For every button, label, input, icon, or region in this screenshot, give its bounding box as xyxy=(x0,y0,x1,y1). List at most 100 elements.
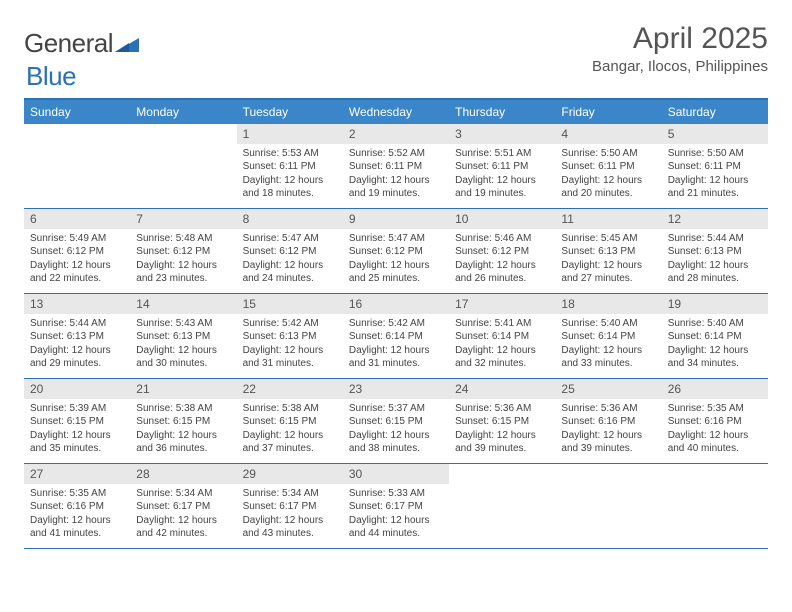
sunrise-line: Sunrise: 5:35 AM xyxy=(668,402,762,416)
day-number: 26 xyxy=(662,379,768,399)
sunset-line: Sunset: 6:13 PM xyxy=(136,330,230,344)
daylight-line: Daylight: 12 hours and 39 minutes. xyxy=(561,429,655,456)
day-cell: 24Sunrise: 5:36 AMSunset: 6:15 PMDayligh… xyxy=(449,379,555,463)
day-body: Sunrise: 5:45 AMSunset: 6:13 PMDaylight:… xyxy=(555,229,661,292)
sunrise-line: Sunrise: 5:53 AM xyxy=(243,147,337,161)
dow-cell: Wednesday xyxy=(343,100,449,124)
day-cell: 20Sunrise: 5:39 AMSunset: 6:15 PMDayligh… xyxy=(24,379,130,463)
daylight-line: Daylight: 12 hours and 29 minutes. xyxy=(30,344,124,371)
day-cell: 8Sunrise: 5:47 AMSunset: 6:12 PMDaylight… xyxy=(237,209,343,293)
logo-part1: General xyxy=(24,28,113,58)
day-body: Sunrise: 5:40 AMSunset: 6:14 PMDaylight:… xyxy=(662,314,768,377)
logo-part2: Blue xyxy=(26,61,76,91)
daylight-line: Daylight: 12 hours and 33 minutes. xyxy=(561,344,655,371)
sunrise-line: Sunrise: 5:40 AM xyxy=(668,317,762,331)
sunset-line: Sunset: 6:11 PM xyxy=(561,160,655,174)
daylight-line: Daylight: 12 hours and 18 minutes. xyxy=(243,174,337,201)
sunrise-line: Sunrise: 5:37 AM xyxy=(349,402,443,416)
day-body: Sunrise: 5:47 AMSunset: 6:12 PMDaylight:… xyxy=(343,229,449,292)
sunset-line: Sunset: 6:15 PM xyxy=(136,415,230,429)
sunset-line: Sunset: 6:14 PM xyxy=(349,330,443,344)
daylight-line: Daylight: 12 hours and 23 minutes. xyxy=(136,259,230,286)
sunrise-line: Sunrise: 5:38 AM xyxy=(243,402,337,416)
day-cell: 2Sunrise: 5:52 AMSunset: 6:11 PMDaylight… xyxy=(343,124,449,208)
sunset-line: Sunset: 6:13 PM xyxy=(561,245,655,259)
sunset-line: Sunset: 6:11 PM xyxy=(349,160,443,174)
month-title: April 2025 xyxy=(592,22,768,56)
day-cell: 1Sunrise: 5:53 AMSunset: 6:11 PMDaylight… xyxy=(237,124,343,208)
day-cell: 15Sunrise: 5:42 AMSunset: 6:13 PMDayligh… xyxy=(237,294,343,378)
day-body: Sunrise: 5:44 AMSunset: 6:13 PMDaylight:… xyxy=(24,314,130,377)
day-number: 30 xyxy=(343,464,449,484)
sunrise-line: Sunrise: 5:47 AM xyxy=(243,232,337,246)
day-cell: 16Sunrise: 5:42 AMSunset: 6:14 PMDayligh… xyxy=(343,294,449,378)
day-cell: 5Sunrise: 5:50 AMSunset: 6:11 PMDaylight… xyxy=(662,124,768,208)
logo: GeneralBlue xyxy=(24,28,141,92)
dow-cell: Saturday xyxy=(662,100,768,124)
day-number: 18 xyxy=(555,294,661,314)
day-number: 7 xyxy=(130,209,236,229)
day-cell: . xyxy=(449,464,555,548)
daylight-line: Daylight: 12 hours and 34 minutes. xyxy=(668,344,762,371)
sunset-line: Sunset: 6:16 PM xyxy=(30,500,124,514)
week-row: 13Sunrise: 5:44 AMSunset: 6:13 PMDayligh… xyxy=(24,294,768,379)
day-cell: 25Sunrise: 5:36 AMSunset: 6:16 PMDayligh… xyxy=(555,379,661,463)
daylight-line: Daylight: 12 hours and 38 minutes. xyxy=(349,429,443,456)
day-cell: 27Sunrise: 5:35 AMSunset: 6:16 PMDayligh… xyxy=(24,464,130,548)
sunset-line: Sunset: 6:15 PM xyxy=(243,415,337,429)
day-body: Sunrise: 5:34 AMSunset: 6:17 PMDaylight:… xyxy=(237,484,343,547)
daylight-line: Daylight: 12 hours and 37 minutes. xyxy=(243,429,337,456)
day-body: Sunrise: 5:38 AMSunset: 6:15 PMDaylight:… xyxy=(237,399,343,462)
day-body: Sunrise: 5:52 AMSunset: 6:11 PMDaylight:… xyxy=(343,144,449,207)
day-number: 23 xyxy=(343,379,449,399)
daylight-line: Daylight: 12 hours and 32 minutes. xyxy=(455,344,549,371)
day-number: 14 xyxy=(130,294,236,314)
day-number: 25 xyxy=(555,379,661,399)
day-body: Sunrise: 5:50 AMSunset: 6:11 PMDaylight:… xyxy=(662,144,768,207)
sunset-line: Sunset: 6:17 PM xyxy=(136,500,230,514)
day-number: 16 xyxy=(343,294,449,314)
sunset-line: Sunset: 6:12 PM xyxy=(349,245,443,259)
daylight-line: Daylight: 12 hours and 36 minutes. xyxy=(136,429,230,456)
sunset-line: Sunset: 6:11 PM xyxy=(455,160,549,174)
sunset-line: Sunset: 6:13 PM xyxy=(243,330,337,344)
sunrise-line: Sunrise: 5:38 AM xyxy=(136,402,230,416)
sunset-line: Sunset: 6:12 PM xyxy=(30,245,124,259)
day-body: Sunrise: 5:35 AMSunset: 6:16 PMDaylight:… xyxy=(662,399,768,462)
sunset-line: Sunset: 6:15 PM xyxy=(349,415,443,429)
sunrise-line: Sunrise: 5:49 AM xyxy=(30,232,124,246)
sunrise-line: Sunrise: 5:46 AM xyxy=(455,232,549,246)
day-number: 27 xyxy=(24,464,130,484)
day-cell: 19Sunrise: 5:40 AMSunset: 6:14 PMDayligh… xyxy=(662,294,768,378)
week-row: ..1Sunrise: 5:53 AMSunset: 6:11 PMDaylig… xyxy=(24,124,768,209)
day-number: 22 xyxy=(237,379,343,399)
sunset-line: Sunset: 6:17 PM xyxy=(243,500,337,514)
dow-cell: Sunday xyxy=(24,100,130,124)
day-cell: 26Sunrise: 5:35 AMSunset: 6:16 PMDayligh… xyxy=(662,379,768,463)
day-cell: . xyxy=(24,124,130,208)
day-number: 12 xyxy=(662,209,768,229)
day-body: Sunrise: 5:33 AMSunset: 6:17 PMDaylight:… xyxy=(343,484,449,547)
day-cell: 17Sunrise: 5:41 AMSunset: 6:14 PMDayligh… xyxy=(449,294,555,378)
daylight-line: Daylight: 12 hours and 19 minutes. xyxy=(455,174,549,201)
day-cell: 13Sunrise: 5:44 AMSunset: 6:13 PMDayligh… xyxy=(24,294,130,378)
daylight-line: Daylight: 12 hours and 39 minutes. xyxy=(455,429,549,456)
sunrise-line: Sunrise: 5:40 AM xyxy=(561,317,655,331)
sunrise-line: Sunrise: 5:44 AM xyxy=(668,232,762,246)
day-body: Sunrise: 5:44 AMSunset: 6:13 PMDaylight:… xyxy=(662,229,768,292)
logo-text: GeneralBlue xyxy=(24,28,141,92)
week-row: 27Sunrise: 5:35 AMSunset: 6:16 PMDayligh… xyxy=(24,464,768,549)
sunset-line: Sunset: 6:13 PM xyxy=(30,330,124,344)
day-cell: 9Sunrise: 5:47 AMSunset: 6:12 PMDaylight… xyxy=(343,209,449,293)
daylight-line: Daylight: 12 hours and 22 minutes. xyxy=(30,259,124,286)
location: Bangar, Ilocos, Philippines xyxy=(592,58,768,75)
day-number: 8 xyxy=(237,209,343,229)
day-body: Sunrise: 5:49 AMSunset: 6:12 PMDaylight:… xyxy=(24,229,130,292)
day-cell: 18Sunrise: 5:40 AMSunset: 6:14 PMDayligh… xyxy=(555,294,661,378)
day-body: Sunrise: 5:34 AMSunset: 6:17 PMDaylight:… xyxy=(130,484,236,547)
day-body: Sunrise: 5:38 AMSunset: 6:15 PMDaylight:… xyxy=(130,399,236,462)
week-row: 20Sunrise: 5:39 AMSunset: 6:15 PMDayligh… xyxy=(24,379,768,464)
day-number: 28 xyxy=(130,464,236,484)
sunrise-line: Sunrise: 5:51 AM xyxy=(455,147,549,161)
sunrise-line: Sunrise: 5:34 AM xyxy=(243,487,337,501)
